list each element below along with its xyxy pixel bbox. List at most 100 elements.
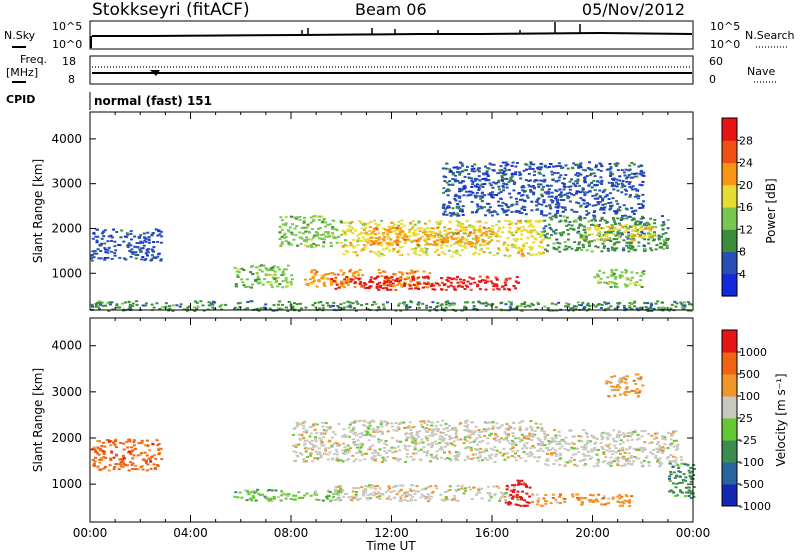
power-heatmap-cell <box>495 283 499 286</box>
vel-heatmap-cell <box>314 490 317 493</box>
power-heatmap-cell <box>444 306 448 309</box>
power-heatmap-cell <box>314 231 318 233</box>
power-heatmap-cell <box>386 228 390 231</box>
vel-heatmap-cell <box>256 488 260 491</box>
power-heatmap-cell <box>614 277 617 280</box>
power-heatmap-cell <box>530 200 534 203</box>
vel-heatmap-cell <box>405 455 409 458</box>
power-heatmap-cell <box>368 226 372 229</box>
vel-heatmap-cell <box>143 451 147 454</box>
vel-heatmap-cell <box>286 495 290 497</box>
power-heatmap-cell <box>553 213 557 216</box>
vel-heatmap-cell <box>622 375 626 378</box>
vel-heatmap-cell <box>131 467 135 470</box>
vel-heatmap-cell <box>306 447 310 450</box>
vel-heatmap-cell <box>396 445 400 448</box>
vel-heatmap-cell <box>386 430 390 433</box>
power-heatmap-cell <box>628 306 632 309</box>
power-heatmap-cell <box>156 240 160 243</box>
power-heatmap-cell <box>445 213 449 216</box>
power-heatmap-cell <box>255 272 259 275</box>
power-heatmap-cell <box>199 300 203 303</box>
power-heatmap-cell <box>504 161 508 164</box>
power-heatmap-cell <box>289 215 293 218</box>
power-heatmap-cell <box>495 194 499 196</box>
power-heatmap-cell <box>344 250 348 252</box>
power-heatmap-cell <box>530 234 534 237</box>
vel-heatmap-cell <box>497 487 501 489</box>
power-heatmap-cell <box>462 185 466 188</box>
power-heatmap-cell <box>463 288 467 290</box>
power-heatmap-cell <box>143 236 146 239</box>
power-heatmap-cell <box>365 233 369 236</box>
power-heatmap-cell <box>552 165 556 168</box>
power-heatmap-cell <box>378 286 382 289</box>
power-heatmap-cell <box>352 245 356 248</box>
vel-heatmap-cell <box>315 432 319 435</box>
vel-heatmap-cell <box>457 452 461 455</box>
vel-heatmap-cell <box>328 428 332 431</box>
power-heatmap-cell <box>357 277 361 280</box>
power-heatmap-cell <box>220 303 224 306</box>
vel-heatmap-cell <box>456 484 460 487</box>
vel-heatmap-cell <box>580 440 584 443</box>
power-heatmap-cell <box>269 267 273 270</box>
power-heatmap-cell <box>653 218 657 221</box>
power-heatmap-cell <box>614 223 617 225</box>
vel-heatmap-cell <box>469 488 472 491</box>
power-heatmap-cell <box>455 229 459 231</box>
power-heatmap-cell <box>487 179 491 181</box>
power-heatmap-cell <box>470 245 474 248</box>
power-heatmap-cell <box>353 286 357 288</box>
vel-heatmap-cell <box>310 439 314 442</box>
vel-heatmap-cell <box>466 424 470 427</box>
power-heatmap-cell <box>317 280 321 283</box>
power-heatmap-cell <box>515 226 519 229</box>
power-heatmap-cell <box>278 231 282 234</box>
vel-heatmap-cell <box>630 463 634 466</box>
power-heatmap-cell <box>315 235 319 238</box>
vel-heatmap-cell <box>613 388 617 391</box>
vel-heatmap-cell <box>399 495 403 498</box>
vel-heatmap-cell <box>625 495 629 498</box>
power-heatmap-cell <box>413 252 417 254</box>
vel-heatmap-cell <box>464 420 468 423</box>
vel-heatmap-cell <box>419 448 423 451</box>
vel-heatmap-cell <box>661 435 665 438</box>
vel-heatmap-cell <box>391 436 394 439</box>
power-heatmap-cell <box>382 239 386 242</box>
power-heatmap-cell <box>449 284 453 287</box>
power-heatmap-cell <box>280 274 284 276</box>
power-heatmap-cell <box>492 288 496 291</box>
power-heatmap-cell <box>558 250 562 253</box>
power-cbar-swatch <box>722 184 737 208</box>
vel-heatmap-cell <box>609 381 613 384</box>
power-heatmap-cell <box>256 274 260 277</box>
vel-heatmap-cell <box>574 453 578 456</box>
power-heatmap-cell <box>453 180 457 183</box>
power-heatmap-cell <box>652 307 656 310</box>
vel-heatmap-cell <box>376 485 379 487</box>
power-heatmap-cell <box>541 179 545 182</box>
power-heatmap-cell <box>370 240 373 242</box>
power-heatmap-cell <box>419 226 423 229</box>
vel-heatmap-cell <box>313 457 317 460</box>
vel-heatmap-cell <box>159 447 163 450</box>
vel-heatmap-cell <box>596 448 600 451</box>
power-heatmap-cell <box>475 242 479 245</box>
power-heatmap-cell <box>507 244 511 247</box>
vel-heatmap-cell <box>423 422 427 424</box>
vel-heatmap-cell <box>392 490 396 493</box>
power-heatmap-cell <box>638 207 642 209</box>
power-heatmap-cell <box>509 303 513 306</box>
power-heatmap-cell <box>539 179 543 182</box>
power-heatmap-cell <box>602 234 606 236</box>
power-heatmap-cell <box>458 207 462 210</box>
vel-heatmap-cell <box>418 458 422 461</box>
vel-heatmap-cell <box>495 485 499 488</box>
power-heatmap-cell <box>551 215 555 218</box>
power-heatmap-cell <box>593 189 597 192</box>
vel-heatmap-cell <box>595 499 598 501</box>
vel-heatmap-cell <box>454 451 458 454</box>
vel-heatmap-cell <box>269 497 273 500</box>
